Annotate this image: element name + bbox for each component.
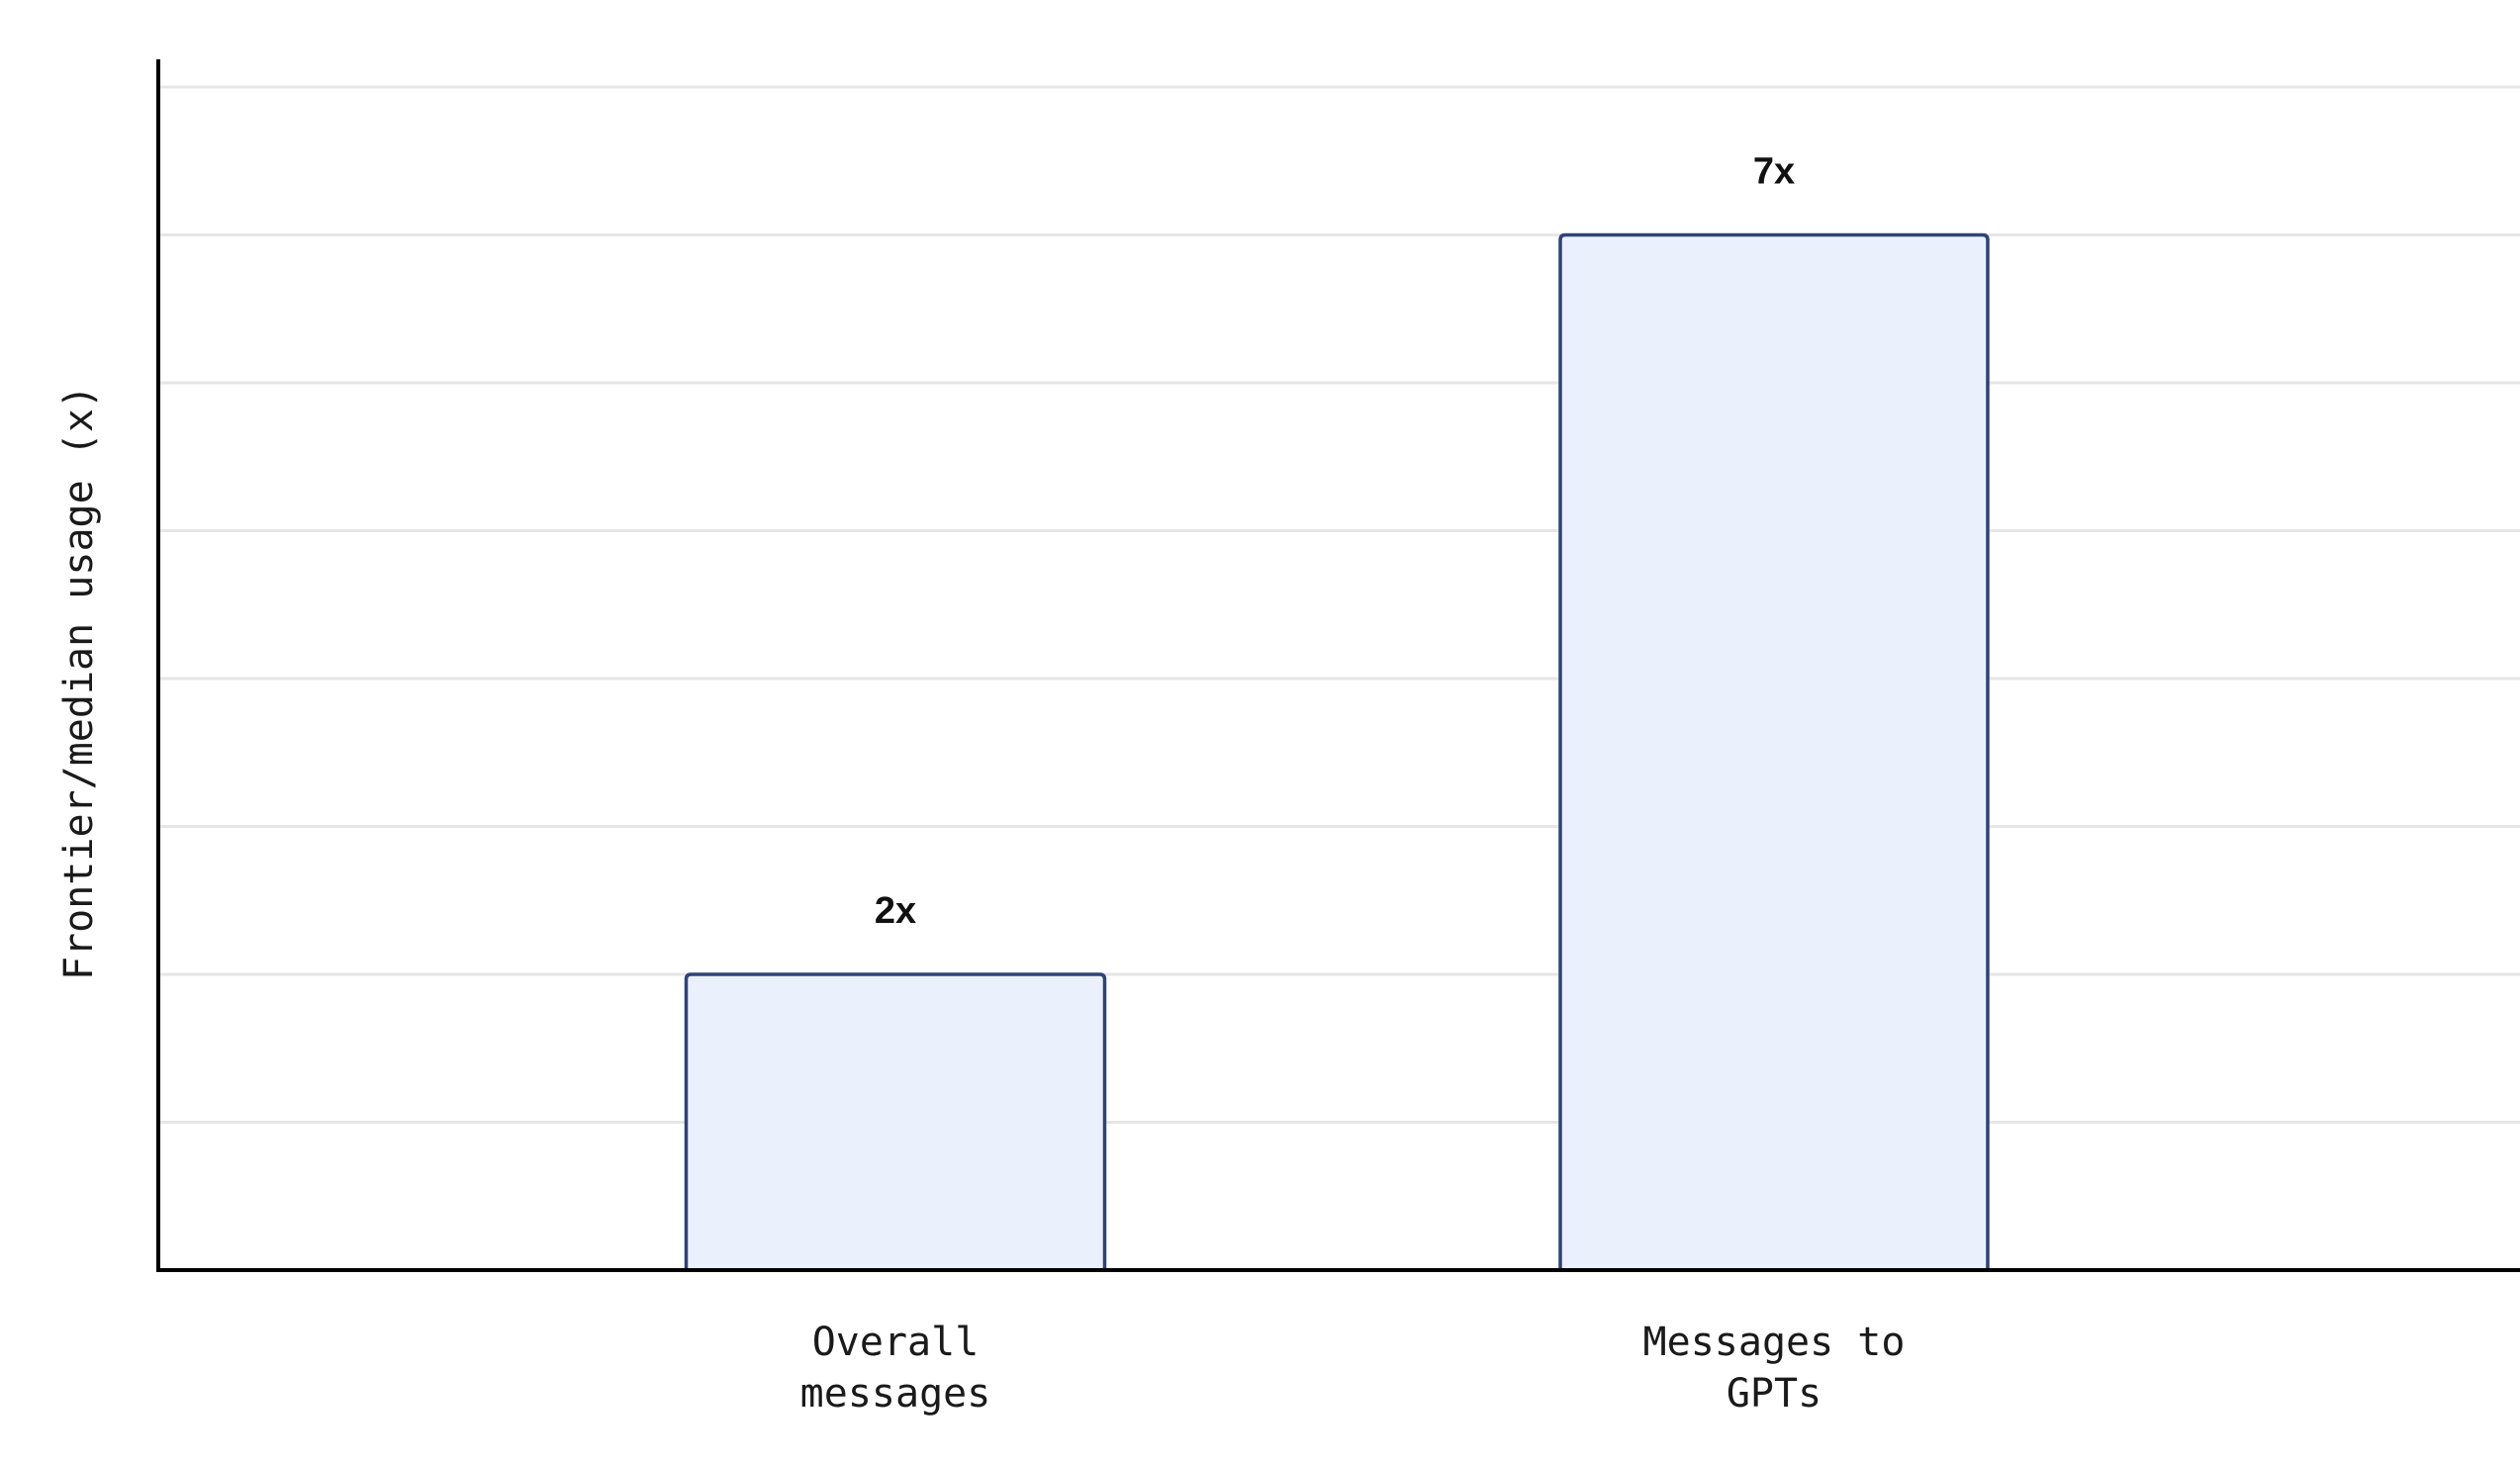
x-tick-labels: Overall messages Messages to GPTs	[800, 1320, 1906, 1417]
bar	[1558, 232, 1990, 1272]
data-label: 7x	[1753, 151, 1795, 193]
bar	[684, 972, 1107, 1272]
y-axis-title: Frontier/median usage (x)	[56, 385, 102, 980]
bars	[684, 232, 1990, 1272]
x-tick-label: Messages to GPTs	[1643, 1320, 1906, 1417]
data-labels: 2x 7x	[875, 151, 1795, 933]
x-tick-label: Overall messages	[800, 1320, 991, 1417]
axes	[156, 59, 2520, 1272]
data-label: 2x	[875, 890, 916, 932]
gridlines	[158, 85, 2520, 1124]
